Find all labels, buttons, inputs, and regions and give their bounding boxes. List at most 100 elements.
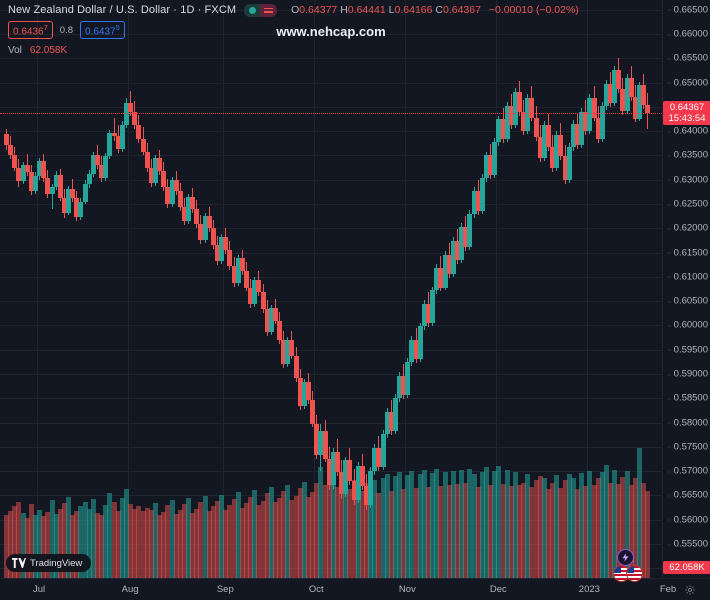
candlestick-bar <box>592 0 597 578</box>
price-change: −0.00010 (−0.02%) <box>488 4 579 16</box>
candlestick-bar <box>178 0 183 578</box>
ask-price-box[interactable]: 0.64375 <box>79 20 125 40</box>
volume-bar <box>294 495 299 578</box>
volume-bar <box>579 472 584 578</box>
candle-body <box>252 279 257 305</box>
candlestick-bar <box>583 0 588 578</box>
candle-body <box>62 198 67 213</box>
candle-body <box>501 119 506 139</box>
candle-body <box>426 304 431 324</box>
candle-series-icon[interactable] <box>244 3 261 17</box>
candlestick-bar <box>141 0 146 578</box>
candlestick-bar <box>550 0 555 578</box>
price-tick-dash <box>666 276 671 278</box>
volume-bar <box>592 484 597 578</box>
volume-bar <box>273 502 278 578</box>
volume-bar <box>103 505 108 578</box>
grid-line-horizontal <box>0 447 662 448</box>
current-price-tag[interactable]: 0.64367 15:43:54 <box>663 101 710 126</box>
volume-bar <box>331 471 336 578</box>
candle-body <box>434 268 439 291</box>
volume-bar <box>25 518 30 578</box>
volume-bar <box>339 476 344 578</box>
price-axis-tick: 0.57500 <box>666 441 708 452</box>
candlestick-bar <box>120 0 125 578</box>
candle-body <box>600 105 605 139</box>
candlestick-bar <box>567 0 572 578</box>
candlestick-bar <box>236 0 241 578</box>
lightning-bolt-icon[interactable] <box>617 549 634 566</box>
tradingview-label: TradingView <box>30 557 83 569</box>
open-value: 0.64377 <box>299 4 338 16</box>
volume-series-icon[interactable] <box>260 3 278 17</box>
low-label: L <box>388 4 395 16</box>
price-axis[interactable]: 0.64367 15:43:54 62.058K 0.66500 0.66000 0… <box>662 0 710 578</box>
time-axis[interactable]: Jul Aug Sep Oct Nov Dec 2023 Feb <box>0 578 710 600</box>
symbol-title[interactable]: New Zealand Dollar / U.S. Dollar · 1D · … <box>8 4 237 16</box>
candle-body <box>327 458 332 485</box>
volume-bar <box>124 489 129 578</box>
candle-body <box>347 460 352 481</box>
price-axis-tick: 0.58000 <box>666 417 708 428</box>
grid-line-horizontal <box>0 277 662 278</box>
volume-label[interactable]: Vol <box>8 44 22 56</box>
candle-body <box>178 191 183 207</box>
candlestick-bar <box>70 0 75 578</box>
candle-body <box>211 228 216 245</box>
price-axis-tick: 0.58500 <box>666 393 708 404</box>
candlestick-bar <box>401 0 406 578</box>
volume-bar <box>534 480 539 578</box>
volume-bar <box>641 482 646 578</box>
volume-bar <box>583 485 588 578</box>
candlestick-bar <box>331 0 336 578</box>
grid-line-horizontal <box>0 107 662 108</box>
grid-line-horizontal <box>0 325 662 326</box>
volume-bar <box>95 512 100 578</box>
candle-body <box>538 136 543 159</box>
volume-bar <box>352 480 357 578</box>
candle-body <box>381 434 386 468</box>
ask-price-fraction: 5 <box>115 22 120 32</box>
candlestick-bar <box>153 0 158 578</box>
price-tick-dash <box>666 9 671 11</box>
candle-body <box>70 189 75 199</box>
bid-price-box[interactable]: 0.64367 <box>8 20 53 40</box>
candle-body <box>496 119 501 142</box>
candlestick-bar <box>484 0 489 578</box>
candlestick-bar <box>314 0 319 578</box>
grid-line-horizontal <box>0 423 662 424</box>
candlestick-bar <box>517 0 522 578</box>
tradingview-logo[interactable]: TradingView <box>6 554 92 572</box>
chart-plot-area[interactable] <box>0 0 662 578</box>
candlestick-bar <box>327 0 332 578</box>
volume-bar <box>252 490 257 578</box>
volume-bar <box>509 485 514 578</box>
gear-icon[interactable] <box>684 584 696 596</box>
candle-body <box>376 447 381 468</box>
candlestick-bar <box>521 0 526 578</box>
candle-body <box>563 156 568 180</box>
candlestick-bar <box>91 0 96 578</box>
candlestick-bar <box>360 0 365 578</box>
candlestick-bar <box>182 0 187 578</box>
volume-bar <box>50 499 55 578</box>
candlestick-bar <box>612 0 617 578</box>
price-axis-tick: 0.66000 <box>666 29 708 40</box>
candlestick-bar <box>418 0 423 578</box>
series-style-toggle[interactable] <box>244 3 278 17</box>
price-axis-tick: 0.60500 <box>666 296 708 307</box>
candle-body <box>112 133 117 136</box>
candlestick-bar <box>488 0 493 578</box>
candlestick-bar <box>430 0 435 578</box>
volume-bar <box>426 486 431 578</box>
candle-body <box>492 141 497 175</box>
grid-line-horizontal <box>0 155 662 156</box>
price-axis-tick: 0.57000 <box>666 466 708 477</box>
volume-bar <box>211 506 216 578</box>
price-tick-dash <box>666 325 671 327</box>
volume-bar <box>227 505 232 578</box>
candlestick-bar <box>306 0 311 578</box>
candle-body <box>29 171 34 192</box>
candle-body <box>571 124 576 147</box>
candlestick-bar <box>87 0 92 578</box>
